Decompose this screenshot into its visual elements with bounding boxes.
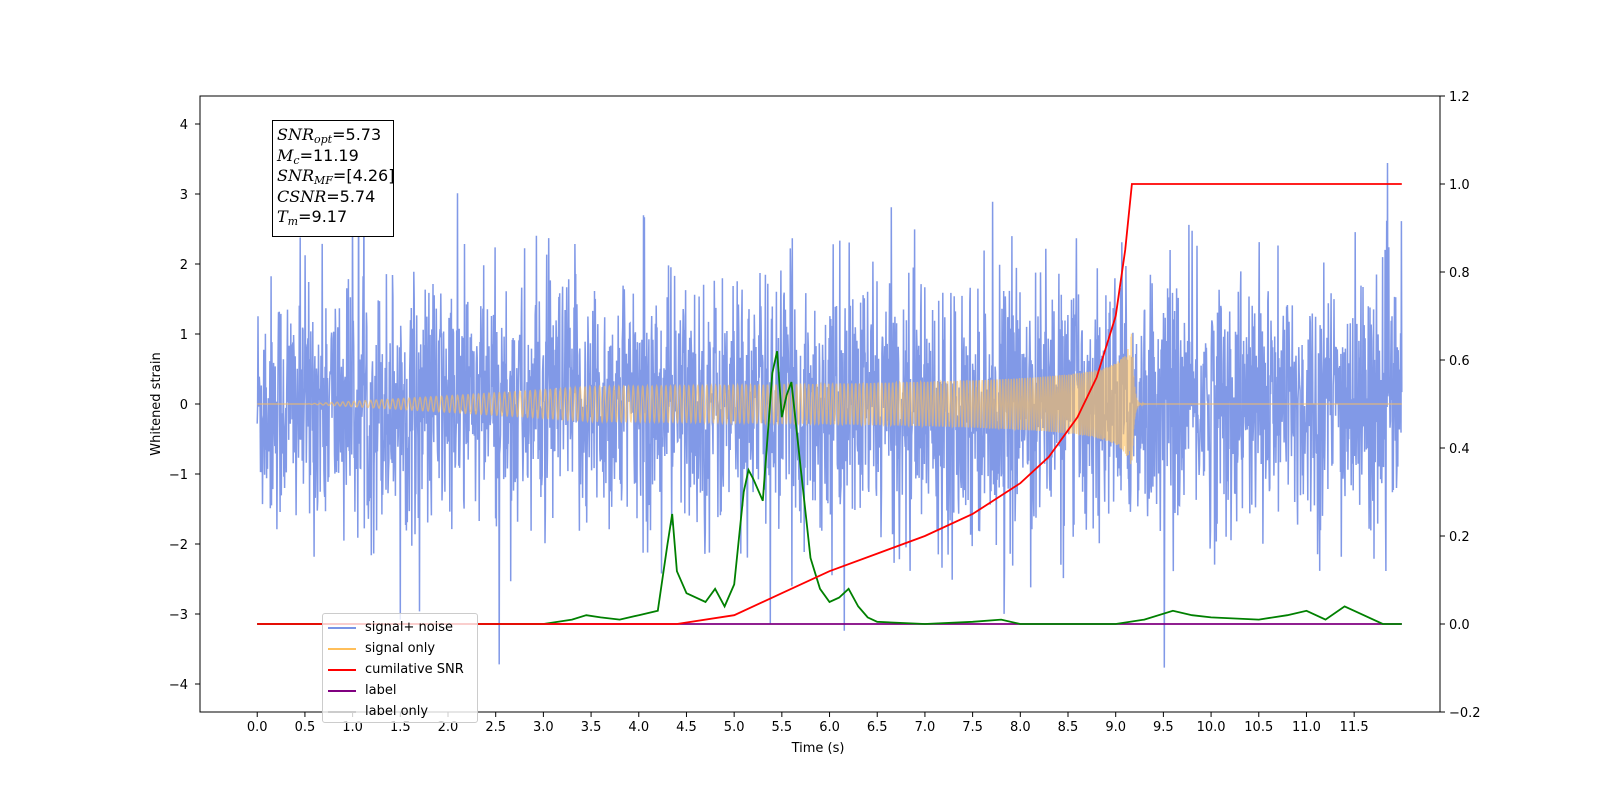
plot-area [256, 162, 1403, 668]
x-tick-label: 4.5 [676, 720, 697, 735]
x-tick-label: 2.0 [438, 720, 459, 735]
legend-item: signal+ noise [323, 617, 477, 638]
legend-swatch [328, 668, 356, 671]
x-axis: 0.0 0.5 1.0 1.5 2.0 2.5 3.0 3.5 4.0 4.5 5.0 5.5 6.0 6… [247, 712, 1369, 735]
x-tick-label: 4.0 [628, 720, 649, 735]
x-tick-label: 11.0 [1292, 720, 1321, 735]
csnr-annotation: CSNR=5.74 [277, 186, 376, 206]
series-signal-only-line [257, 333, 1402, 465]
snr-mf-annotation: SNRMF=[4.26] [277, 166, 395, 187]
x-tick-label: 0.0 [247, 720, 268, 735]
metrics-annotation-box: SNRopt=5.73 Mc=11.19 SNRMF=[4.26] CSNR=5… [272, 120, 394, 237]
x-tick-label: 0.5 [295, 720, 316, 735]
x-tick-label: 11.5 [1340, 720, 1369, 735]
y-tick-label: −3 [169, 608, 188, 623]
y-tick-label: 0 [180, 398, 188, 413]
y2-tick-label: 0.0 [1449, 618, 1470, 633]
y-tick-label: 2 [180, 258, 188, 273]
legend-swatch [328, 710, 356, 713]
snr-opt-annotation: SNRopt=5.73 [277, 125, 382, 146]
legend-label: signal+ noise [365, 620, 454, 635]
legend: signal+ noise signal only cumilative SNR la… [322, 613, 478, 723]
x-tick-label: 3.5 [581, 720, 602, 735]
x-tick-label: 1.5 [390, 720, 411, 735]
legend-item: signal only [323, 638, 477, 659]
legend-swatch [328, 626, 356, 629]
legend-item: label only [323, 701, 477, 722]
y-tick-label: 1 [180, 328, 188, 343]
legend-item: label [323, 680, 477, 701]
y-axis-left: 4 3 2 1 0 −1 −2 −3 −4 [169, 118, 200, 693]
y-tick-label: −4 [169, 678, 188, 693]
chirp-mass-annotation: Mc=11.19 [277, 145, 359, 167]
x-tick-label: 8.5 [1058, 720, 1079, 735]
legend-item: signal statistics [323, 722, 477, 723]
x-tick-label: 5.5 [772, 720, 793, 735]
x-tick-label: 5.0 [724, 720, 745, 735]
x-tick-label: 7.0 [915, 720, 936, 735]
y-tick-label: 3 [180, 188, 188, 203]
y-tick-label: −1 [169, 468, 188, 483]
x-tick-label: 3.0 [533, 720, 554, 735]
y-tick-label: −2 [169, 538, 188, 553]
x-tick-label: 1.0 [342, 720, 363, 735]
y2-tick-label: 0.2 [1449, 530, 1470, 545]
x-axis-label: Time (s) [791, 741, 845, 756]
y2-tick-label: 1.2 [1449, 90, 1470, 105]
legend-swatch [328, 689, 356, 692]
x-tick-label: 9.5 [1153, 720, 1174, 735]
legend-label: label only [365, 704, 429, 719]
legend-swatch [328, 647, 356, 650]
x-tick-label: 7.5 [962, 720, 983, 735]
y-axis-label: Whitened strain [149, 352, 164, 455]
y-tick-label: 4 [180, 118, 188, 133]
legend-label: cumilative SNR [365, 662, 464, 677]
legend-label: label [365, 683, 397, 698]
x-tick-label: 10.5 [1244, 720, 1273, 735]
merger-time-annotation: Tm=9.17 [277, 207, 348, 228]
x-tick-label: 9.0 [1105, 720, 1126, 735]
x-tick-label: 10.0 [1197, 720, 1226, 735]
x-tick-label: 2.5 [485, 720, 506, 735]
x-tick-label: 6.0 [819, 720, 840, 735]
legend-item: cumilative SNR [323, 659, 477, 680]
y2-tick-label: 1.0 [1449, 178, 1470, 193]
y-axis-right: 1.2 1.0 0.8 0.6 0.4 0.2 0.0 −0.2 [1440, 90, 1481, 721]
y2-tick-label: −0.2 [1449, 706, 1481, 721]
y2-tick-label: 0.8 [1449, 266, 1470, 281]
legend-label: signal only [365, 641, 436, 656]
series-signal-statistics-line [257, 351, 1402, 625]
y2-tick-label: 0.6 [1449, 354, 1470, 369]
x-tick-label: 8.0 [1010, 720, 1031, 735]
x-tick-label: 6.5 [867, 720, 888, 735]
series-signal-noise-line [256, 162, 1403, 668]
series-cumulative-snr-line [257, 183, 1402, 625]
y2-tick-label: 0.4 [1449, 442, 1470, 457]
